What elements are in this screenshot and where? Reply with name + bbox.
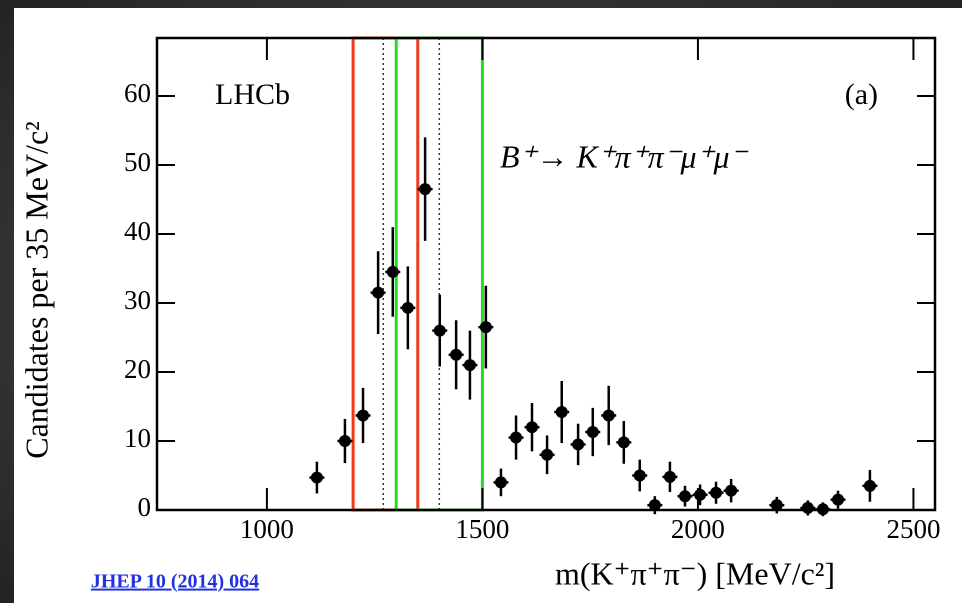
point	[463, 359, 476, 372]
x-axis-label: m(K⁺π⁺π⁻) [MeV/c²]	[555, 555, 835, 591]
annotation: LHCb	[215, 78, 290, 111]
point	[310, 471, 323, 484]
plot-frame	[155, 36, 937, 512]
point	[525, 421, 538, 434]
x-tick-label: 1500	[455, 514, 509, 544]
point	[450, 348, 463, 361]
point	[710, 486, 723, 499]
reference-link[interactable]: JHEP 10 (2014) 064	[91, 571, 259, 593]
point	[694, 488, 707, 501]
point	[863, 479, 876, 492]
annotation: B⁺→ K⁺π⁺π⁻μ⁺μ⁻	[500, 138, 749, 174]
point	[572, 438, 585, 451]
point	[372, 286, 385, 299]
point	[617, 436, 630, 449]
y-axis-label: Candidates per 35 MeV/c²	[18, 121, 54, 459]
x-tick-label: 2500	[886, 514, 940, 544]
y-tick-label: 60	[124, 78, 151, 108]
point	[541, 448, 554, 461]
point	[725, 484, 738, 497]
point	[510, 431, 523, 444]
y-tick-label: 20	[124, 354, 151, 384]
point	[648, 499, 661, 512]
y-tick-label: 50	[124, 147, 151, 177]
point	[816, 503, 829, 516]
point	[338, 434, 351, 447]
point	[663, 470, 676, 483]
point	[832, 493, 845, 506]
point	[401, 301, 414, 314]
point	[419, 183, 432, 196]
y-tick-label: 10	[124, 423, 151, 453]
x-tick-label: 1000	[240, 514, 294, 544]
point	[602, 409, 615, 422]
point	[679, 490, 692, 503]
y-tick-label: 40	[124, 216, 151, 246]
point	[555, 406, 568, 419]
annotation: (a)	[845, 78, 878, 111]
point	[386, 265, 399, 278]
point	[357, 409, 370, 422]
point	[479, 321, 492, 334]
point	[801, 501, 814, 514]
point	[633, 469, 646, 482]
x-tick-label: 2000	[671, 514, 725, 544]
point	[433, 324, 446, 337]
point	[494, 476, 507, 489]
y-tick-label: 30	[124, 285, 151, 315]
point	[586, 426, 599, 439]
point	[770, 499, 783, 512]
y-tick-label: 0	[138, 492, 152, 522]
